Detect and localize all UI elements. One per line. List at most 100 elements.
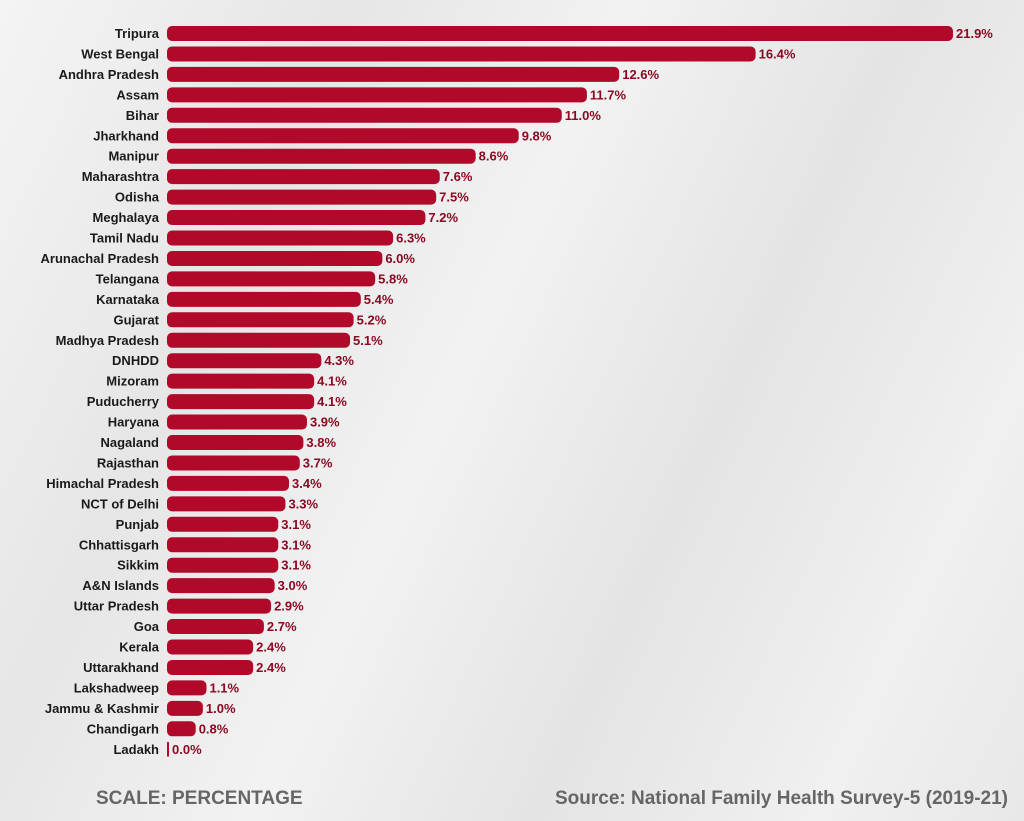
bar — [167, 230, 394, 246]
value-label: 5.8% — [378, 271, 408, 286]
bar — [167, 741, 169, 757]
category-label: Andhra Pradesh — [59, 67, 159, 82]
bar — [167, 373, 315, 389]
bar — [167, 455, 300, 471]
bar — [167, 87, 587, 103]
value-label: 3.7% — [303, 455, 333, 470]
value-label: 2.4% — [256, 660, 286, 675]
bar — [167, 721, 196, 737]
bar — [167, 169, 440, 185]
category-label: Manipur — [108, 149, 159, 164]
value-label: 1.0% — [206, 701, 236, 716]
value-label: 7.2% — [428, 210, 458, 225]
value-label: 3.1% — [281, 517, 311, 532]
category-label: Gujarat — [113, 312, 159, 327]
value-label: 9.8% — [522, 128, 552, 143]
category-label: Uttar Pradesh — [74, 599, 159, 614]
category-label: Tripura — [115, 26, 160, 41]
bar — [167, 496, 286, 512]
scale-label: SCALE: PERCENTAGE — [96, 788, 303, 809]
value-label: 2.4% — [256, 640, 286, 655]
category-label: Goa — [134, 619, 160, 634]
value-label: 11.0% — [565, 108, 602, 123]
bar — [167, 332, 351, 348]
category-label: Chandigarh — [87, 721, 159, 736]
category-label: Odisha — [115, 190, 160, 205]
category-label: Assam — [116, 87, 159, 102]
value-label: 5.1% — [353, 333, 383, 348]
bar — [167, 598, 272, 614]
bar — [167, 312, 354, 328]
bar — [167, 639, 254, 655]
value-label: 3.1% — [281, 558, 311, 573]
category-label: Chhattisgarh — [79, 537, 159, 552]
bar — [167, 435, 304, 450]
value-label: 6.3% — [396, 231, 426, 246]
bar — [167, 619, 264, 635]
category-label: Maharashtra — [82, 169, 160, 184]
bar — [167, 700, 203, 716]
value-label: 3.8% — [306, 435, 336, 450]
value-label: 3.3% — [288, 496, 318, 511]
value-label: 0.0% — [172, 742, 202, 757]
category-label: Tamil Nadu — [90, 231, 159, 246]
category-label: Jharkhand — [93, 128, 159, 143]
bar — [167, 128, 519, 144]
value-label: 0.8% — [199, 721, 229, 736]
value-label: 5.2% — [357, 312, 387, 327]
category-label: DNHDD — [112, 353, 159, 368]
value-label: 3.4% — [292, 476, 322, 491]
value-label: 1.1% — [209, 680, 239, 695]
bar — [167, 394, 315, 410]
value-label: 7.5% — [439, 190, 469, 205]
category-label: Arunachal Pradesh — [41, 251, 160, 266]
bar — [167, 659, 254, 675]
bar — [167, 107, 562, 123]
bar — [167, 516, 279, 532]
value-label: 4.1% — [317, 394, 347, 409]
category-label: Rajasthan — [97, 455, 159, 470]
value-label: 6.0% — [385, 251, 415, 266]
value-label: 2.9% — [274, 599, 304, 614]
category-label: A&N Islands — [82, 578, 159, 593]
category-label: Nagaland — [100, 435, 159, 450]
value-label: 5.4% — [364, 292, 394, 307]
value-label: 4.3% — [324, 353, 354, 368]
bar — [167, 414, 307, 430]
value-label: 3.1% — [281, 537, 311, 552]
chart-svg: Tripura 21.9% West Bengal 16.4% Andhra Prade… — [41, 26, 993, 757]
value-label: 3.9% — [310, 415, 340, 430]
bar — [167, 189, 437, 205]
bar — [167, 680, 207, 696]
bar — [167, 537, 279, 553]
bar — [167, 578, 275, 594]
bar — [167, 557, 279, 573]
category-label: Haryana — [108, 415, 160, 430]
bar — [167, 26, 953, 41]
value-label: 12.6% — [622, 67, 659, 82]
category-label: Meghalaya — [93, 210, 160, 225]
bar — [167, 148, 476, 164]
category-label: Puducherry — [87, 394, 160, 409]
category-label: Telangana — [96, 271, 160, 286]
category-label: Jammu & Kashmir — [45, 701, 159, 716]
value-label: 8.6% — [479, 149, 509, 164]
value-label: 2.7% — [267, 619, 297, 634]
value-label: 4.1% — [317, 374, 347, 389]
value-label: 11.7% — [590, 87, 627, 102]
bar — [167, 46, 756, 62]
value-label: 21.9% — [956, 26, 993, 41]
category-label: Kerala — [119, 640, 160, 655]
category-label: Ladakh — [113, 742, 159, 757]
category-label: Uttarakhand — [83, 660, 159, 675]
bar — [167, 271, 376, 287]
bar — [167, 353, 322, 369]
category-label: Lakshadweep — [74, 680, 159, 695]
category-label: Bihar — [126, 108, 159, 123]
value-label: 16.4% — [759, 46, 796, 61]
bar — [167, 250, 383, 266]
bar — [167, 291, 361, 307]
category-label: West Bengal — [81, 46, 159, 61]
category-label: Himachal Pradesh — [46, 476, 159, 491]
